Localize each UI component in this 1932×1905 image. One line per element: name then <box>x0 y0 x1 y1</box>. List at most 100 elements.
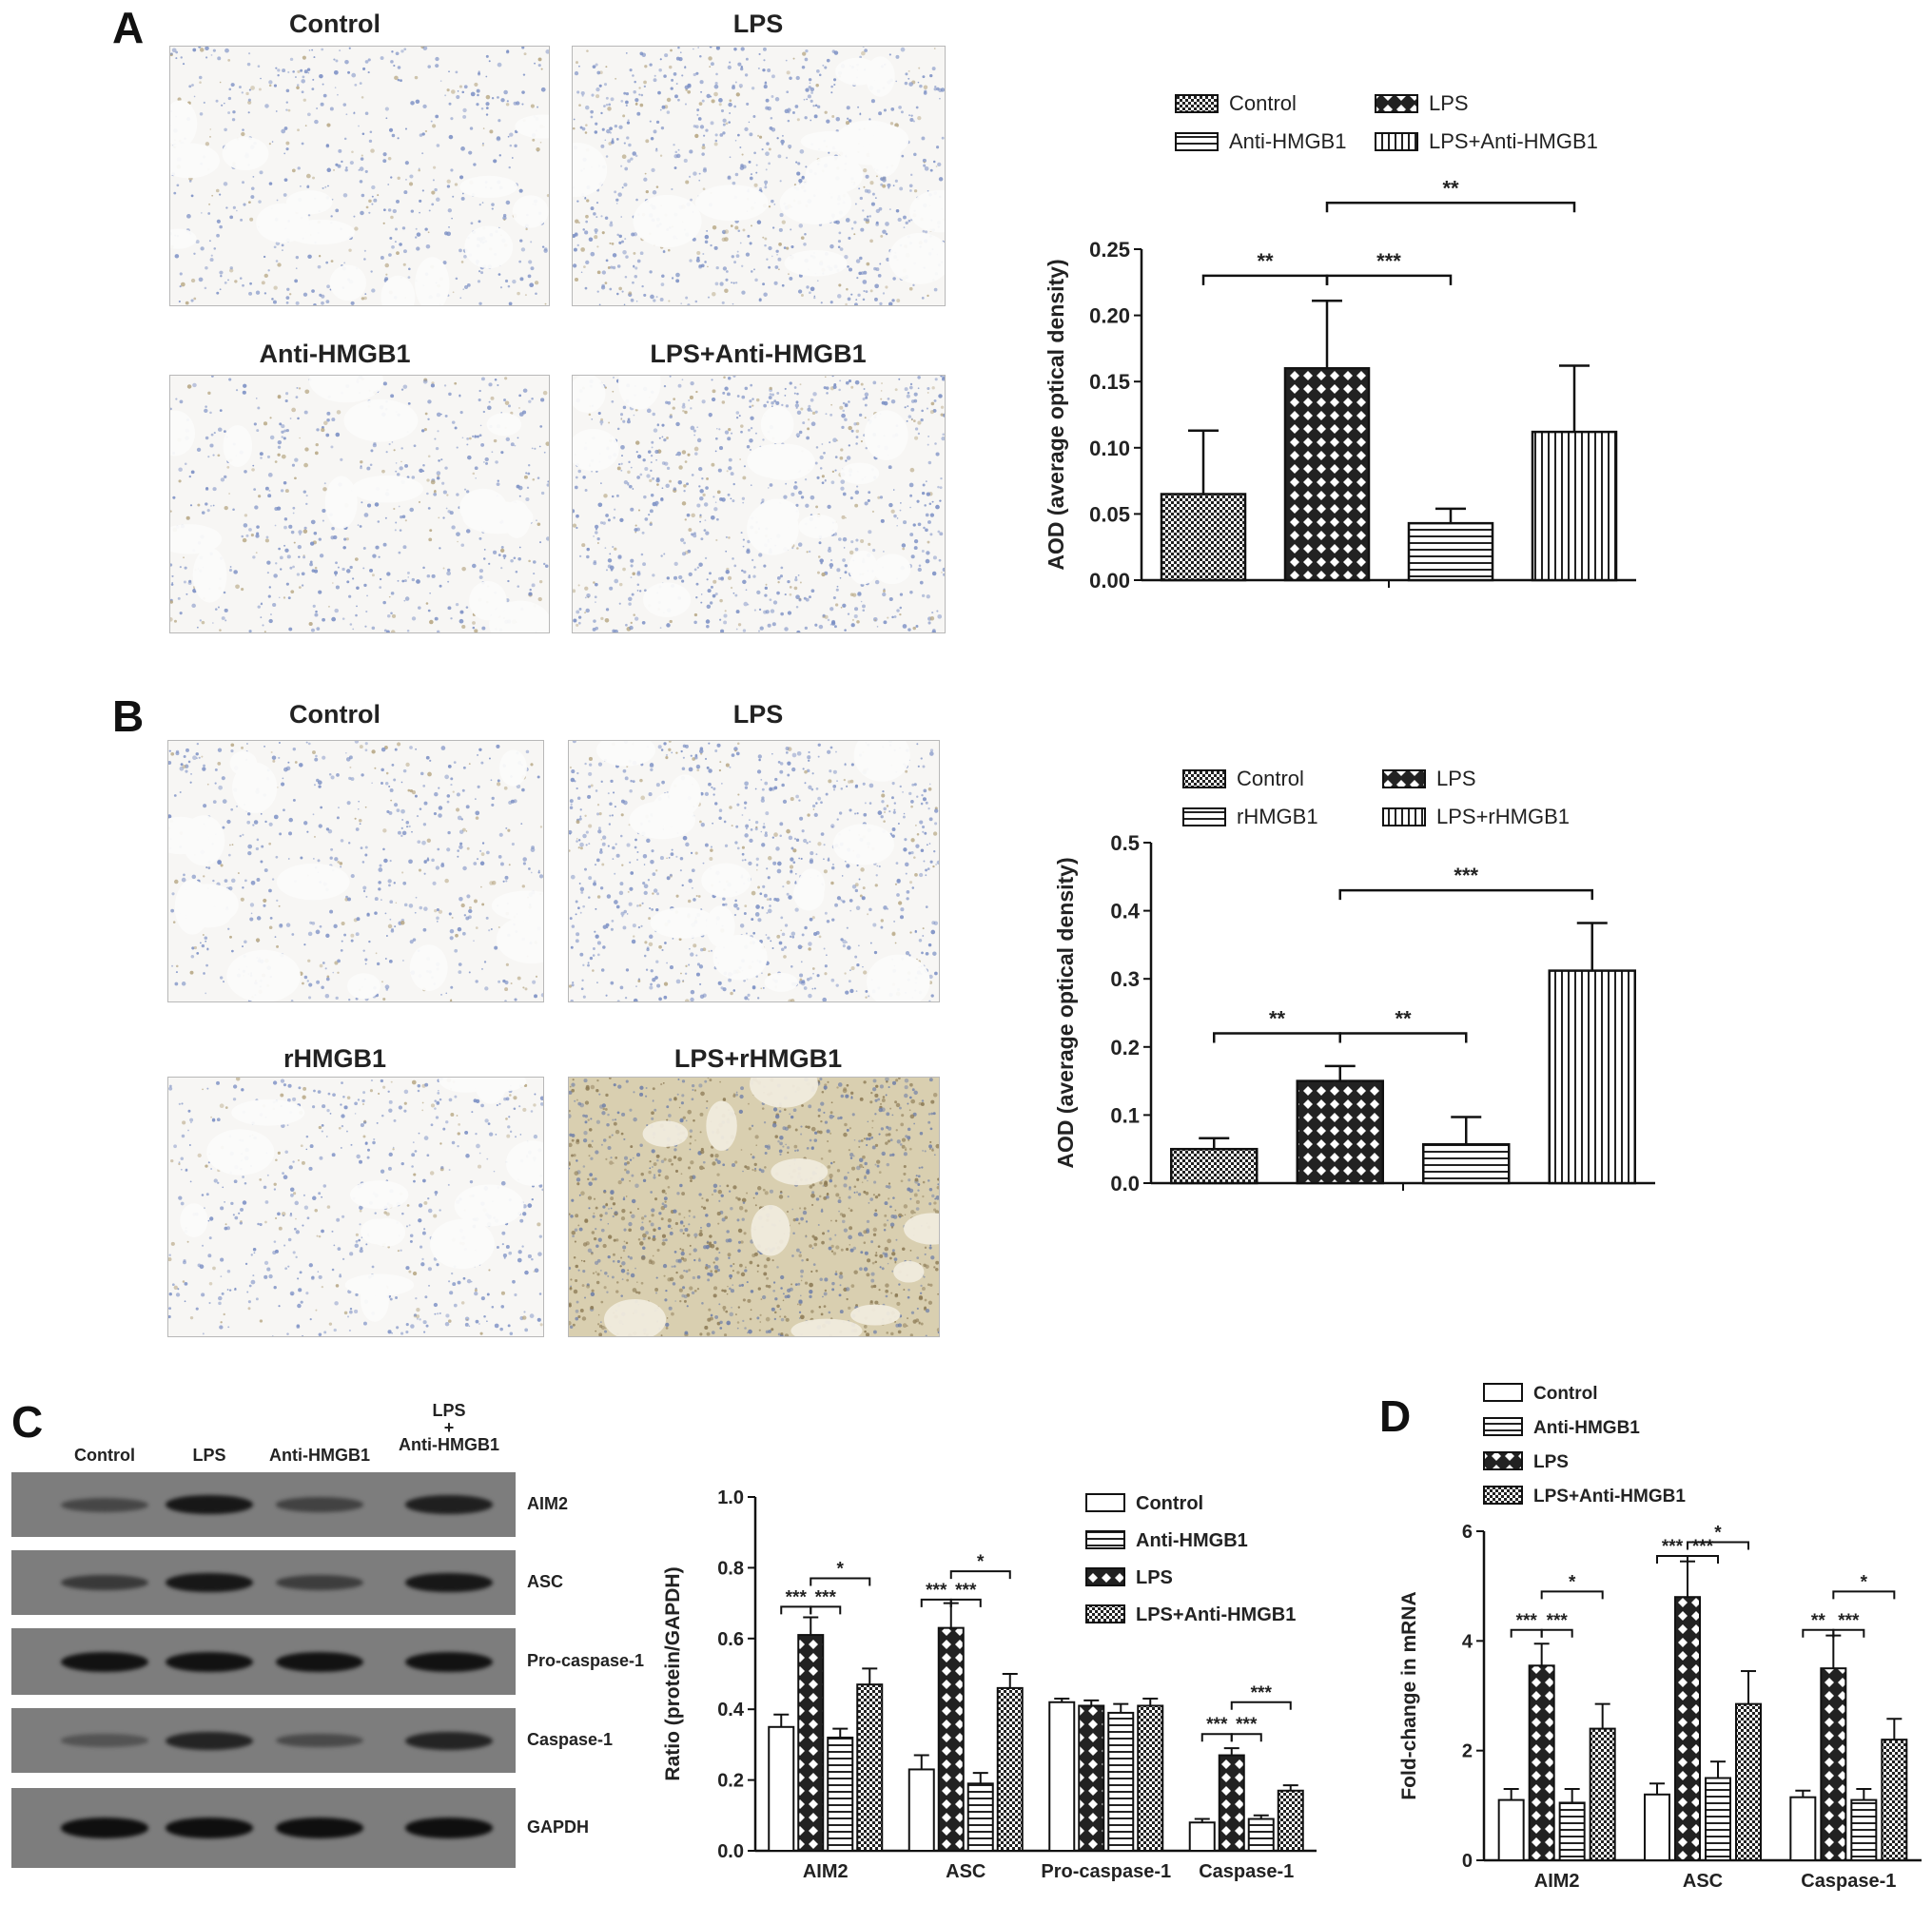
legend-swatch <box>1375 94 1418 113</box>
bar <box>1558 1801 1586 1862</box>
micrograph-b-control <box>167 740 544 1002</box>
chart-d: Control Anti-HMGB1 LPS LPS+Anti-HMGB1 0 2 4 6 Fo… <box>1398 1383 1922 1892</box>
y-tick-label: 1.0 <box>717 1487 744 1508</box>
legend-swatch <box>1085 1567 1125 1586</box>
significance-bracket <box>1510 1628 1543 1638</box>
legend-label: rHMGB1 <box>1237 805 1318 828</box>
significance-label: *** <box>815 1587 837 1607</box>
significance-label: *** <box>1251 1683 1273 1703</box>
bar <box>1589 1727 1616 1861</box>
significance-bracket <box>1338 1032 1468 1043</box>
legend-swatch <box>1085 1530 1125 1549</box>
legend-swatch <box>1085 1604 1125 1623</box>
panel-letter-c: C <box>11 1397 44 1447</box>
panel-b-image-label-rhmgb1: rHMGB1 <box>283 1044 387 1073</box>
y-tick-label: 0.25 <box>1089 238 1130 262</box>
legend-label: LPS+Anti-HMGB1 <box>1429 129 1598 153</box>
legend-swatch <box>1375 132 1418 151</box>
significance-label: *** <box>1236 1715 1258 1735</box>
blot-band <box>166 1494 253 1515</box>
legend-label: Control <box>1229 91 1297 115</box>
x-tick-label: Caspase-1 <box>1199 1861 1294 1882</box>
blot-strip-1 <box>11 1472 516 1537</box>
significance-bracket <box>810 1605 842 1615</box>
blot-label: GAPDH <box>527 1818 590 1837</box>
chart-c: Control Anti-HMGB1 LPS LPS+Anti-HMGB1 0.0 0.2… <box>662 1487 1317 1882</box>
significance-label: *** <box>1454 864 1478 887</box>
bar <box>1820 1667 1847 1861</box>
bar <box>1789 1796 1817 1861</box>
bar <box>1107 1711 1135 1853</box>
bar <box>1277 1789 1304 1853</box>
blot-label: ASC <box>527 1572 564 1591</box>
legend-swatch <box>1382 807 1426 826</box>
legend-swatch <box>1382 769 1426 788</box>
bar <box>1735 1702 1762 1861</box>
legend-label: LPS+Anti-HMGB1 <box>1136 1604 1296 1625</box>
legend-label: Control <box>1237 767 1304 790</box>
y-tick-label: 0.3 <box>1110 967 1140 991</box>
significance-bracket <box>1325 274 1453 285</box>
bar <box>797 1634 825 1852</box>
panel-letter-d: D <box>1379 1391 1412 1441</box>
bar <box>1218 1754 1245 1852</box>
legend-swatch <box>1175 132 1219 151</box>
lane-label-control: Control <box>74 1446 135 1465</box>
bar <box>1528 1664 1555 1861</box>
significance-bracket <box>1230 1733 1262 1742</box>
y-tick-label: 4 <box>1462 1631 1473 1652</box>
blot-band <box>61 1497 148 1512</box>
lane-label-lps-anti-hmgb1: LPS + Anti-HMGB1 <box>399 1401 499 1454</box>
legend-swatch <box>1483 1486 1523 1505</box>
legend-label: LPS+rHMGB1 <box>1436 805 1570 828</box>
significance-label: ** <box>1269 1006 1286 1030</box>
bar <box>1674 1596 1701 1861</box>
bar <box>907 1768 935 1852</box>
blot-band <box>405 1495 493 1514</box>
significance-label: *** <box>926 1581 947 1601</box>
blot-strip-2 <box>11 1550 516 1615</box>
micrograph-a-lps-anti-hmgb1 <box>572 375 946 633</box>
bar <box>1137 1704 1164 1852</box>
significance-bracket <box>1200 1733 1233 1742</box>
x-tick-label: ASC <box>1683 1871 1723 1892</box>
y-tick-label: 0.6 <box>717 1629 744 1650</box>
significance-bracket <box>1325 202 1576 213</box>
y-tick-label: 0.2 <box>1110 1036 1140 1059</box>
micrograph-b-lps-rhmgb1 <box>568 1077 940 1337</box>
significance-bracket <box>1338 888 1593 901</box>
significance-bracket <box>1201 274 1329 285</box>
y-tick-label: 0.2 <box>717 1771 744 1792</box>
bar <box>1188 1821 1216 1852</box>
legend-label: Anti-HMGB1 <box>1229 129 1346 153</box>
lane-label-anti-hmgb1: Anti-HMGB1 <box>269 1446 370 1465</box>
blot-strip-4 <box>11 1708 516 1773</box>
significance-label: *** <box>1662 1537 1684 1557</box>
legend-swatch <box>1483 1417 1523 1436</box>
y-tick-label: 0.0 <box>1110 1172 1140 1195</box>
bar <box>996 1686 1024 1852</box>
y-tick-label: 0.15 <box>1089 370 1130 394</box>
blot-band <box>166 1572 253 1593</box>
blot-band <box>61 1574 148 1591</box>
y-axis-title: AOD (average optical density) <box>1053 857 1078 1168</box>
bar <box>1407 521 1494 582</box>
bar <box>1160 493 1247 582</box>
x-tick-label: AIM2 <box>803 1861 849 1882</box>
blot-band <box>276 1575 363 1590</box>
blot-band <box>166 1818 253 1838</box>
significance-label: *** <box>1376 249 1401 273</box>
legend-label: LPS <box>1436 767 1476 790</box>
panel-b-image-label-lps: LPS <box>732 700 784 729</box>
y-tick-label: 0.0 <box>717 1841 744 1862</box>
y-tick-label: 0.8 <box>717 1558 744 1579</box>
x-tick-label: AIM2 <box>1534 1871 1580 1892</box>
significance-bracket <box>1540 1628 1573 1638</box>
y-axis-title: Ratio (protein/GAPDH) <box>662 1566 684 1780</box>
blot-strip-5 <box>11 1788 516 1868</box>
blot-strip-3 <box>11 1628 516 1695</box>
blot-band <box>61 1734 148 1747</box>
bar <box>1881 1739 1908 1861</box>
micrograph-a-anti-hmgb1 <box>169 375 550 633</box>
bar <box>1850 1798 1878 1862</box>
